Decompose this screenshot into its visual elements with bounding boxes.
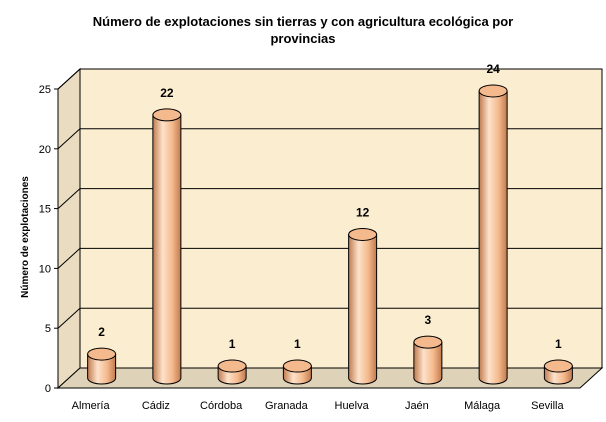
- y-tick-label: 10: [39, 263, 51, 275]
- gridline: [57, 128, 602, 150]
- data-label: 1: [555, 337, 562, 351]
- floor: [56, 367, 604, 389]
- data-label: 12: [356, 205, 370, 219]
- x-tick-label: Granada: [265, 400, 309, 412]
- y-tick-label: 25: [39, 84, 51, 96]
- y-tick-label: 0: [45, 383, 51, 395]
- gridline: [57, 68, 602, 90]
- bar-top: [543, 359, 573, 373]
- bar: [152, 114, 182, 385]
- bar: [413, 341, 443, 385]
- y-tick-label: 5: [45, 323, 51, 335]
- x-tick-label: Córdoba: [200, 400, 243, 412]
- gridline: [57, 307, 602, 329]
- data-label: 22: [160, 86, 174, 100]
- bar-top: [348, 227, 378, 241]
- x-tick-label: Jaén: [405, 400, 429, 412]
- bar-top: [478, 84, 508, 98]
- bar: [478, 90, 508, 385]
- gridline: [57, 188, 602, 209]
- x-tick-label: Almería: [72, 400, 111, 412]
- chart-title-line-1: Número de explotaciones sin tierras y co…: [92, 14, 514, 29]
- x-tick-label: Sevilla: [531, 400, 564, 412]
- data-label: 2: [98, 325, 105, 339]
- y-tick-label: 20: [39, 144, 51, 156]
- bar-top: [282, 359, 312, 373]
- y-axis-label: Número de explotaciones: [20, 176, 31, 298]
- chart-title-line-2: provincias: [270, 31, 336, 46]
- gridline: [57, 247, 602, 269]
- bar-top: [413, 335, 443, 349]
- x-tick-label: Huelva: [335, 400, 370, 412]
- bar: [87, 353, 117, 385]
- x-tick-label: Málaga: [464, 400, 501, 412]
- data-label: 3: [425, 313, 432, 327]
- data-label: 24: [486, 62, 500, 76]
- bar-top: [152, 108, 182, 122]
- data-label: 1: [229, 337, 236, 351]
- bar-top: [87, 347, 117, 361]
- x-tick-label: Cádiz: [142, 400, 170, 412]
- bar: [348, 233, 378, 385]
- data-label: 1: [294, 337, 301, 351]
- bar-top: [217, 359, 247, 373]
- y-tick-label: 15: [39, 204, 51, 216]
- side-wall: [57, 67, 81, 390]
